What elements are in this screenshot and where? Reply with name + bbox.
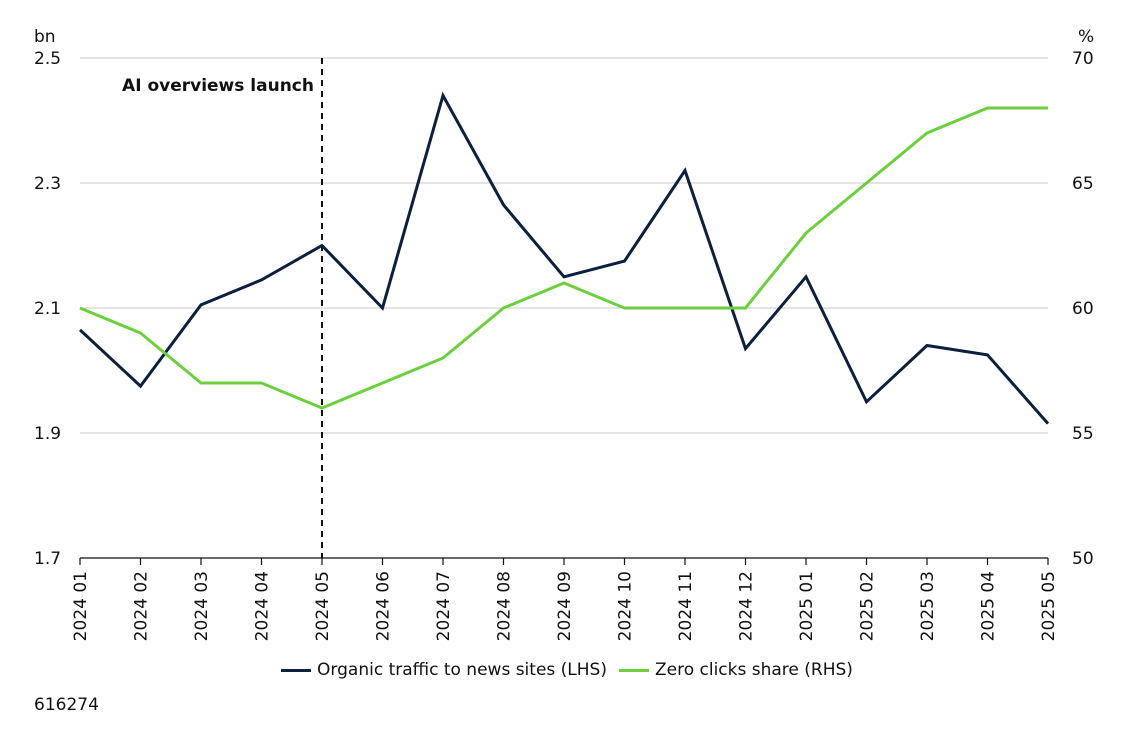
series-line-organic-traffic [78,91,1050,425]
x-tick-label: 2024 10 [616,571,636,641]
x-tick-label: 2024 06 [374,571,394,641]
legend-label-organic-traffic: Organic traffic to news sites (LHS) [317,660,607,680]
series-lines [78,91,1050,425]
x-tick-label: 2024 07 [434,571,454,641]
right-tick-label: 55 [1072,424,1094,444]
x-tick-label: 2024 08 [495,571,515,641]
legend-item-organic-traffic: Organic traffic to news sites (LHS) [281,660,607,680]
left-axis-ticks: 2.5 2.3 2.1 1.9 1.7 [34,49,61,569]
x-tick-label: 2024 05 [313,571,333,641]
right-tick-label: 60 [1072,299,1094,319]
x-tick-label: 2025 02 [858,571,878,641]
right-tick-label: 50 [1072,549,1094,569]
right-axis-unit: % [1078,27,1094,47]
x-tick-label: 2024 03 [192,571,212,641]
x-tick-label: 2024 01 [71,571,91,641]
legend-label-zero-clicks: Zero clicks share (RHS) [654,660,853,680]
left-tick-label: 1.9 [34,424,61,444]
x-tick-label: 2025 03 [918,571,938,641]
right-axis-ticks: 70 65 60 55 50 [1072,49,1094,569]
left-tick-label: 1.7 [34,549,61,569]
x-tick-label: 2024 12 [737,571,757,641]
gridlines [80,57,1048,434]
legend-item-zero-clicks: Zero clicks share (RHS) [618,660,853,680]
series-line-zero-clicks [79,106,1048,410]
x-tick-label: 2025 05 [1039,571,1059,641]
left-tick-label: 2.3 [34,174,61,194]
legend: Organic traffic to news sites (LHS) Zero… [0,660,1134,680]
x-tick-label: 2024 11 [676,571,696,641]
x-axis-ticks: 2024 01 2024 02 2024 03 2024 04 2024 05 2024 … [71,558,1059,641]
x-tick-label: 2025 01 [797,571,817,641]
left-tick-label: 2.1 [34,299,61,319]
x-tick-label: 2024 04 [253,571,273,641]
left-axis-unit: bn [34,27,56,47]
annotation-label: AI overviews launch [122,76,314,96]
annotation: AI overviews launch [122,58,323,558]
legend-swatch-organic-traffic [281,668,312,672]
right-tick-label: 70 [1072,49,1094,69]
x-tick-label: 2024 09 [555,571,575,641]
left-tick-label: 2.5 [34,49,61,69]
legend-swatch-zero-clicks [618,668,649,672]
right-tick-label: 65 [1072,174,1094,194]
footer-code: 616274 [34,695,99,715]
x-tick-label: 2025 04 [979,571,999,641]
x-tick-label: 2024 02 [132,571,152,641]
